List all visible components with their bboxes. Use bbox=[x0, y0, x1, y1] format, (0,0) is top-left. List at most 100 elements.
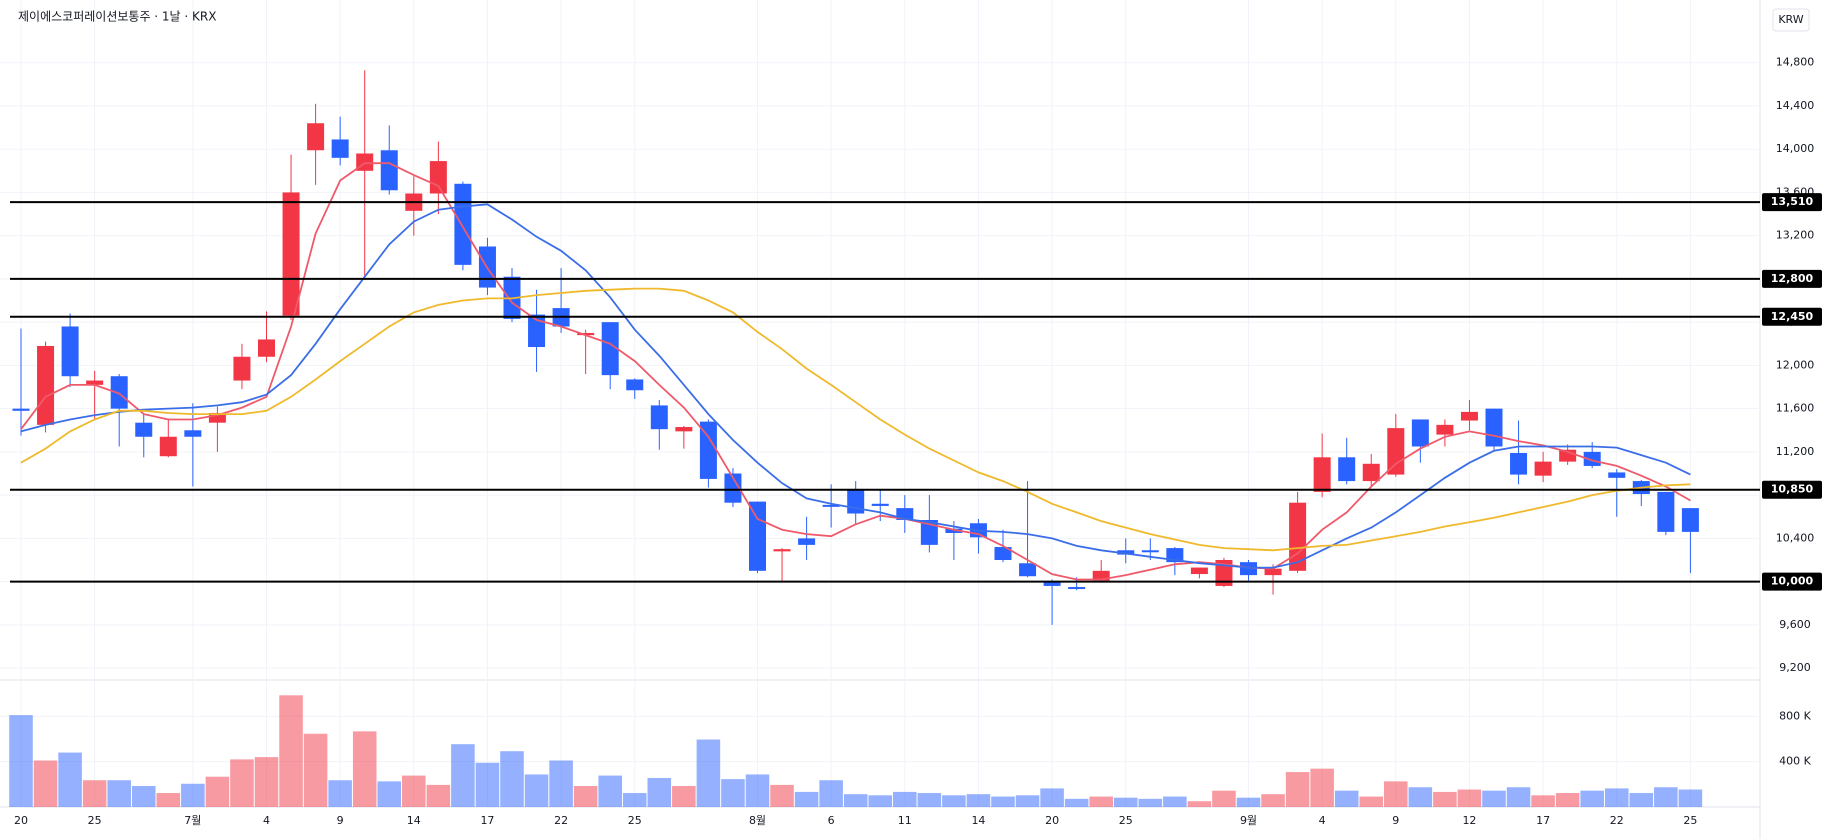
currency[interactable]: KRW bbox=[1778, 13, 1803, 26]
volume-bar bbox=[230, 759, 254, 807]
candle-body bbox=[601, 322, 619, 376]
candle-body bbox=[1190, 567, 1208, 575]
level-label: 10,850 bbox=[1771, 483, 1814, 496]
volume-bar bbox=[1408, 787, 1433, 807]
candle-body bbox=[798, 538, 816, 545]
candle-body bbox=[1338, 457, 1356, 482]
x-tick-label: 22 bbox=[554, 814, 568, 827]
candle-body bbox=[61, 326, 79, 377]
x-tick-label: 7월 bbox=[184, 814, 201, 827]
currency-box[interactable] bbox=[1772, 8, 1810, 32]
candle-body bbox=[994, 547, 1012, 560]
candle-body bbox=[920, 520, 938, 545]
volume-bar bbox=[377, 781, 402, 807]
volume-bar bbox=[107, 780, 131, 807]
volume-bar bbox=[942, 795, 966, 807]
candle-body bbox=[233, 356, 251, 381]
candle-body bbox=[1387, 428, 1405, 475]
x-tick-label: 25 bbox=[88, 814, 102, 827]
candle-body bbox=[380, 150, 398, 191]
x-tick-label: 17 bbox=[480, 814, 494, 827]
moving-average-line bbox=[20, 162, 1691, 581]
volume-bar bbox=[794, 791, 819, 807]
candle-body bbox=[282, 192, 300, 316]
y-tick-label: 14,800 bbox=[1776, 56, 1815, 69]
volume-bar bbox=[1359, 796, 1384, 807]
volume-bar bbox=[1433, 791, 1457, 807]
candle-body bbox=[650, 405, 668, 430]
candle-body bbox=[1264, 568, 1282, 576]
volume-bar bbox=[352, 731, 377, 807]
candle-body bbox=[822, 504, 840, 507]
volume-bar bbox=[1089, 796, 1113, 807]
candle-body bbox=[724, 473, 742, 503]
level-label: 12,800 bbox=[1771, 272, 1814, 285]
x-tick-label: 22 bbox=[1610, 814, 1624, 827]
marks bbox=[9, 70, 1760, 807]
candle-body bbox=[1559, 449, 1577, 462]
x-tick-label: 12 bbox=[1462, 814, 1476, 827]
chart-title: 제이에스코퍼레이션보통주 · 1날 · KRX bbox=[18, 10, 216, 24]
x-tick-label: 25 bbox=[1683, 814, 1697, 827]
level-label: 13,510 bbox=[1771, 195, 1814, 208]
candle-body bbox=[1068, 587, 1086, 590]
candle-body bbox=[1583, 451, 1601, 466]
level-label-box bbox=[1762, 307, 1822, 326]
volume-bar bbox=[647, 777, 672, 807]
candle-body bbox=[1681, 508, 1699, 532]
candle-body bbox=[184, 430, 202, 437]
volume-bar bbox=[1580, 790, 1604, 807]
candle-body bbox=[454, 183, 472, 265]
candle-body bbox=[1117, 550, 1135, 555]
x-tick-label: 4 bbox=[1319, 814, 1326, 827]
candle-body bbox=[945, 528, 963, 533]
volume-bar bbox=[1236, 797, 1261, 807]
y-tick-label: 13,200 bbox=[1776, 229, 1815, 242]
x-tick-label: 20 bbox=[14, 814, 28, 827]
candle-body bbox=[1362, 463, 1380, 482]
volume-bar bbox=[181, 783, 205, 807]
level-label-box bbox=[1762, 193, 1822, 212]
candle-body bbox=[1460, 411, 1478, 421]
candle-body bbox=[159, 436, 177, 457]
volume-tick-label: 400 K bbox=[1779, 755, 1811, 768]
volume-bar bbox=[1506, 787, 1531, 807]
volume-tick-label: 800 K bbox=[1779, 709, 1811, 722]
candle-body bbox=[896, 508, 914, 520]
volume-bar bbox=[1457, 789, 1482, 807]
candle-body bbox=[110, 376, 128, 409]
labels: 9,2009,60010,00010,40010,80011,20011,600… bbox=[14, 56, 1822, 827]
level-label-box bbox=[1762, 572, 1822, 591]
y-tick-label: 11,600 bbox=[1776, 402, 1815, 415]
volume-bar bbox=[279, 695, 303, 807]
candle-body bbox=[37, 345, 55, 425]
volume-bar bbox=[1531, 795, 1555, 807]
candle-body bbox=[1043, 581, 1061, 586]
candle-body bbox=[1240, 562, 1257, 576]
volume-bar bbox=[1334, 790, 1359, 807]
candle-body bbox=[871, 503, 889, 506]
candle-body bbox=[675, 427, 693, 432]
volume-bar bbox=[303, 733, 328, 807]
y-tick-label: 14,000 bbox=[1776, 142, 1815, 155]
candle-body bbox=[699, 421, 717, 479]
y-tick-label: 12,000 bbox=[1776, 358, 1815, 371]
volume-bar bbox=[893, 791, 917, 807]
volume-bar bbox=[1629, 793, 1654, 807]
volume-bar bbox=[475, 762, 500, 807]
candle-body bbox=[1657, 491, 1675, 532]
volume-bar bbox=[1138, 798, 1163, 807]
volume-bar bbox=[672, 786, 696, 807]
x-tick-label: 9 bbox=[337, 814, 344, 827]
candle-body bbox=[1485, 408, 1503, 447]
volume-bar bbox=[82, 780, 107, 807]
volume-bar bbox=[1384, 781, 1408, 807]
volume-bar bbox=[1015, 795, 1040, 807]
volume-bar bbox=[622, 793, 647, 807]
volume-bar bbox=[696, 739, 721, 807]
volume-bar bbox=[1261, 794, 1285, 807]
volume-bar bbox=[1555, 793, 1580, 807]
volume-bar bbox=[1113, 797, 1138, 807]
volume-bar bbox=[917, 793, 942, 807]
